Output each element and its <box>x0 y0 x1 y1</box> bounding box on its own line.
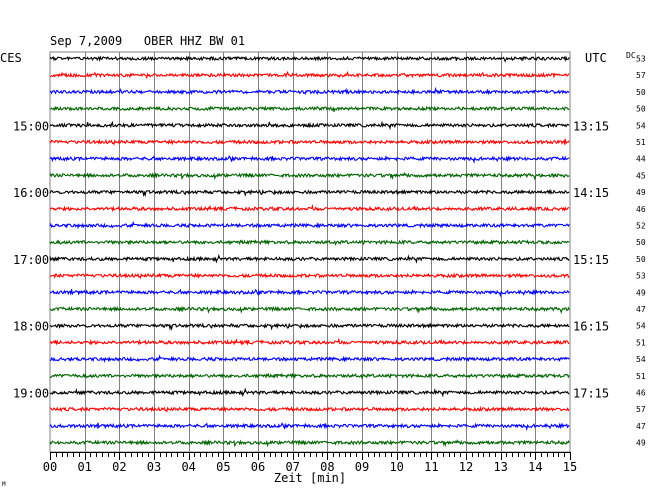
seismic-trace <box>49 70 570 80</box>
seismic-trace <box>49 239 570 246</box>
dc-value: 54 <box>636 121 646 130</box>
dc-value: 45 <box>636 171 646 180</box>
dc-value: 47 <box>636 422 646 431</box>
plot-grid <box>49 51 571 453</box>
seismic-trace <box>49 272 570 280</box>
dc-value: 50 <box>636 255 646 264</box>
seismic-trace <box>49 439 570 448</box>
x-tick-label: 04 <box>181 460 195 474</box>
x-tick-label: 13 <box>493 460 507 474</box>
seismic-trace <box>49 55 570 63</box>
dc-value: 53 <box>636 272 646 281</box>
dc-value: 50 <box>636 105 646 114</box>
seismic-trace <box>49 372 570 380</box>
left-time-label: 16:00 <box>13 186 49 200</box>
dc-value: 51 <box>636 138 646 147</box>
seismic-trace <box>49 337 570 346</box>
x-tick-label: 02 <box>112 460 126 474</box>
seismic-trace <box>49 138 570 146</box>
dc-value: 50 <box>636 238 646 247</box>
seismic-trace <box>49 220 570 230</box>
left-time-label: 18:00 <box>13 320 49 334</box>
dc-value: 53 <box>636 55 646 64</box>
dc-value: 46 <box>636 205 646 214</box>
seismic-trace <box>49 422 570 432</box>
x-tick-label: 00 <box>43 460 57 474</box>
dc-value: 49 <box>636 288 646 297</box>
right-time-label: 17:15 <box>573 387 609 401</box>
dc-value: 54 <box>636 322 646 331</box>
dc-value: 51 <box>636 372 646 381</box>
left-timezone-label: CES <box>0 51 22 65</box>
seismic-trace <box>50 322 570 331</box>
seismic-trace <box>49 387 570 398</box>
x-tick-label: 06 <box>251 460 265 474</box>
dc-value: 49 <box>636 188 646 197</box>
x-tick-label: 15 <box>563 460 577 474</box>
x-tick-label: 08 <box>320 460 334 474</box>
seismic-trace <box>49 203 570 213</box>
dc-value: 47 <box>636 305 646 314</box>
dc-value: 50 <box>636 88 646 97</box>
dc-value: 46 <box>636 389 646 398</box>
seismic-trace <box>49 120 570 131</box>
seismic-trace <box>49 188 570 198</box>
x-tick-label: 11 <box>424 460 438 474</box>
right-time-label: 14:15 <box>573 186 609 200</box>
dc-value: 44 <box>636 155 646 164</box>
label-group: 00 01 02 03 04 05 06 07 08 09 10 11 12 13 14 15 15:00 16:… <box>13 55 646 475</box>
dc-value: 51 <box>636 338 646 347</box>
corner-mark: M <box>2 481 6 488</box>
dc-value: 49 <box>636 439 646 448</box>
right-time-label: 15:15 <box>573 253 609 267</box>
dc-value: 57 <box>636 71 646 80</box>
seismic-trace <box>49 288 570 298</box>
x-tick-label: 07 <box>285 460 299 474</box>
chart-title: Sep 7,2009 OBER HHZ BW 01 <box>50 34 245 48</box>
seismic-trace <box>49 354 570 363</box>
x-tick-label: 01 <box>77 460 91 474</box>
seismic-trace <box>49 154 570 164</box>
x-tick-label: 10 <box>389 460 403 474</box>
trace-group <box>49 55 570 448</box>
dc-column-label: DC <box>626 51 636 60</box>
left-time-label: 19:00 <box>13 387 49 401</box>
seismic-trace <box>49 305 570 315</box>
right-time-label: 13:15 <box>573 119 609 133</box>
dc-value: 52 <box>636 222 646 231</box>
seismic-trace <box>49 171 570 181</box>
right-time-label: 16:15 <box>573 320 609 334</box>
x-axis-label: Zeit [min] <box>274 471 346 485</box>
x-tick-label: 05 <box>216 460 230 474</box>
right-timezone-label: UTC <box>585 51 607 65</box>
seismic-trace <box>50 405 570 413</box>
x-tick-label: 03 <box>147 460 161 474</box>
x-tick-label: 09 <box>355 460 369 474</box>
seismic-trace <box>49 86 570 96</box>
left-time-label: 15:00 <box>13 119 49 133</box>
x-tick-label: 12 <box>459 460 473 474</box>
x-tick-label: 14 <box>528 460 542 474</box>
left-time-label: 17:00 <box>13 253 49 267</box>
seismic-trace <box>49 253 570 264</box>
dc-value: 54 <box>636 355 646 364</box>
dc-value: 57 <box>636 405 646 414</box>
seismic-trace <box>49 105 570 113</box>
